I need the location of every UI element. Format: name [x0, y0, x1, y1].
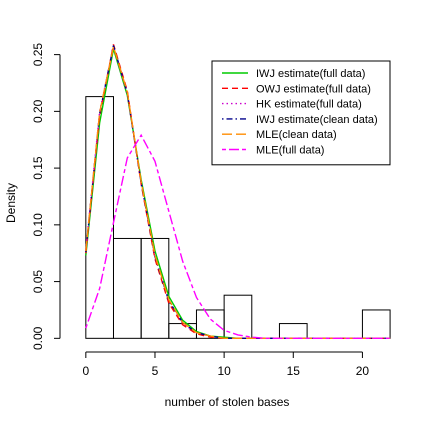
series-line-6 — [85, 133, 391, 340]
histogram-bar — [85, 96, 114, 339]
histogram-bar — [361, 309, 391, 339]
legend: IWJ estimate(full data) OWJ estimate(full… — [211, 60, 391, 166]
legend-box — [211, 60, 391, 166]
y-tick-label: 0.10 — [31, 213, 45, 237]
legend-label: HK estimate(full data) — [256, 99, 362, 111]
x-tick-label: 0 — [82, 364, 89, 378]
x-tick-label: 10 — [217, 364, 231, 378]
legend-label: MLE(clean data) — [256, 129, 337, 141]
x-tick-label: 15 — [287, 364, 301, 378]
y-tick-label: 0.05 — [31, 270, 45, 294]
histogram-bar — [112, 237, 142, 339]
axes: 0 5 10 15 20 0.00 0.05 0.10 0.15 0.20 0.25 — [31, 43, 369, 378]
legend-label: MLE(full data) — [256, 145, 324, 157]
y-tick-label: 0.20 — [31, 99, 45, 123]
histogram-bar — [140, 237, 170, 339]
y-axis-label: Density — [4, 183, 18, 223]
legend-label: OWJ estimate(full data) — [256, 83, 371, 95]
y-tick-label: 0.00 — [31, 326, 45, 350]
legend-label: IWJ estimate(full data) — [256, 68, 365, 80]
legend-label: IWJ estimate(clean data) — [256, 114, 378, 126]
density-curves — [85, 44, 391, 340]
y-tick-label: 0.25 — [31, 43, 45, 67]
y-tick-label: 0.15 — [31, 156, 45, 180]
histogram-bar — [278, 323, 308, 339]
x-axis-label: number of stolen bases — [165, 395, 290, 409]
x-tick-label: 20 — [356, 364, 370, 378]
x-tick-label: 5 — [152, 364, 159, 378]
